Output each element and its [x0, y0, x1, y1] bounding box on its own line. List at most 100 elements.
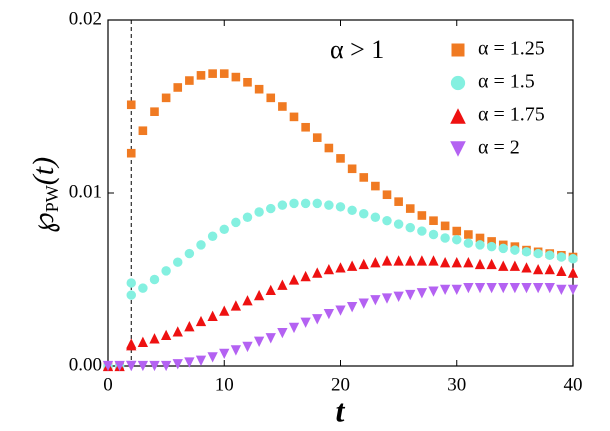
legend-label: α = 1.5: [478, 71, 535, 93]
point: [358, 298, 369, 309]
point: [346, 302, 358, 313]
point: [474, 258, 486, 270]
point: [510, 245, 520, 255]
point: [172, 326, 183, 337]
point: [207, 310, 218, 321]
y-tick-label: 0.01: [69, 181, 102, 202]
point: [173, 257, 183, 267]
point: [102, 360, 114, 372]
point: [265, 333, 276, 344]
point: [324, 200, 334, 210]
point: [242, 341, 253, 353]
point: [521, 282, 532, 294]
point: [289, 112, 299, 122]
annotation: α > 1: [330, 35, 384, 64]
point: [405, 289, 416, 301]
point: [451, 257, 462, 268]
x-tick-label: 40: [564, 374, 583, 395]
point: [359, 209, 369, 219]
point: [335, 262, 346, 273]
point: [544, 282, 555, 294]
point: [312, 267, 323, 278]
point: [301, 122, 310, 132]
x-tick-label: 20: [331, 374, 350, 395]
point: [382, 215, 392, 226]
point: [230, 345, 242, 356]
point: [230, 300, 242, 311]
point: [231, 217, 241, 228]
point: [126, 278, 136, 288]
point: [521, 262, 532, 273]
point: [463, 282, 474, 294]
point: [474, 282, 486, 294]
point: [195, 355, 207, 366]
legend-marker: [451, 43, 465, 57]
point: [567, 284, 579, 296]
point: [428, 255, 439, 266]
point: [498, 260, 509, 271]
point: [265, 284, 276, 296]
point: [371, 181, 380, 191]
point: [185, 76, 194, 85]
point: [532, 282, 544, 294]
y-label: ℘PW(t): [27, 157, 62, 233]
point: [323, 263, 335, 275]
point: [556, 265, 567, 277]
point: [243, 77, 252, 87]
point: [219, 224, 229, 235]
y-label-symbol: ℘: [27, 212, 60, 233]
point: [126, 340, 137, 351]
point: [568, 254, 578, 264]
point: [475, 233, 485, 243]
point: [172, 359, 183, 370]
point: [463, 238, 474, 248]
point: [451, 284, 462, 296]
point: [486, 258, 497, 270]
point: [521, 247, 532, 257]
point: [242, 212, 253, 222]
point: [150, 107, 159, 116]
point: [137, 336, 149, 347]
point: [405, 255, 416, 266]
point: [288, 322, 300, 334]
point: [161, 266, 171, 276]
point: [347, 205, 357, 216]
point: [486, 282, 497, 294]
point: [475, 240, 485, 250]
point: [312, 133, 322, 142]
point: [219, 305, 230, 316]
point: [545, 250, 555, 261]
point: [137, 360, 149, 372]
point: [405, 222, 415, 233]
point: [173, 83, 183, 92]
point: [184, 248, 195, 259]
point: [405, 204, 415, 213]
point: [219, 69, 229, 78]
point: [439, 257, 451, 268]
point: [288, 274, 300, 285]
point: [278, 102, 287, 111]
point: [324, 143, 334, 153]
point: [509, 260, 521, 271]
legend-label: α = 2: [478, 137, 520, 159]
point: [196, 71, 206, 80]
point: [498, 282, 509, 294]
point: [219, 348, 230, 360]
point: [149, 333, 160, 344]
point: [253, 289, 265, 301]
point: [335, 202, 346, 212]
point: [195, 315, 207, 327]
point: [160, 360, 172, 372]
point: [452, 226, 462, 236]
point: [486, 241, 497, 252]
point: [556, 252, 567, 262]
x-tick-label: 30: [447, 374, 466, 395]
point: [439, 284, 451, 296]
point: [335, 305, 346, 316]
point: [393, 291, 404, 302]
point: [126, 148, 136, 158]
point: [312, 198, 322, 209]
point: [567, 267, 579, 278]
y-label-arg: (t): [27, 157, 60, 185]
legend-label: α = 1.25: [478, 38, 545, 60]
